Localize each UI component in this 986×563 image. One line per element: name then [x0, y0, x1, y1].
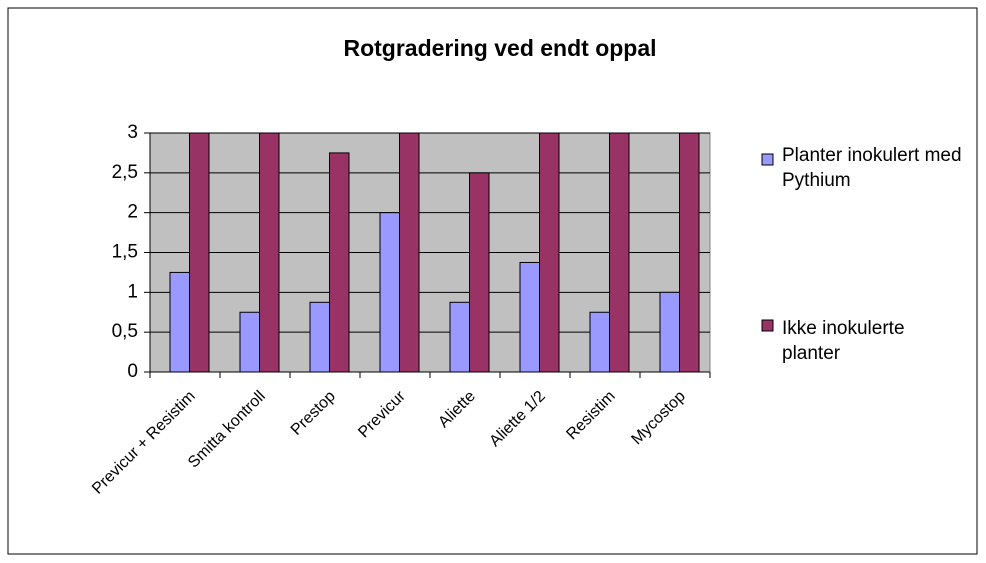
y-tick-label: 2	[127, 202, 138, 223]
legend-label: Planter inokulert med Pythium	[782, 145, 962, 191]
y-tick-label: 3	[127, 122, 138, 143]
bar	[539, 132, 560, 373]
bar	[519, 261, 540, 373]
bar	[399, 132, 420, 373]
bar	[169, 271, 190, 373]
bar	[659, 291, 680, 373]
bar	[189, 132, 210, 373]
bar	[589, 311, 610, 373]
bar	[609, 132, 630, 373]
legend-label: Ikke inokulerte planter	[782, 318, 905, 364]
bar	[449, 301, 470, 373]
bar	[379, 212, 400, 373]
bar	[239, 311, 260, 373]
y-tick-label: 0,5	[112, 321, 138, 342]
bar	[309, 301, 330, 373]
bar	[469, 172, 490, 373]
bar	[259, 132, 280, 373]
y-tick-label: 2,5	[112, 162, 138, 183]
y-tick-label: 0	[127, 361, 138, 382]
bar	[329, 152, 350, 373]
y-tick-label: 1	[127, 281, 138, 302]
chart-title: Rotgradering ved endt oppal	[343, 35, 656, 61]
y-tick-label: 1,5	[112, 242, 138, 263]
bar	[679, 132, 700, 373]
legend-swatch	[761, 319, 774, 332]
legend-swatch	[761, 153, 774, 166]
